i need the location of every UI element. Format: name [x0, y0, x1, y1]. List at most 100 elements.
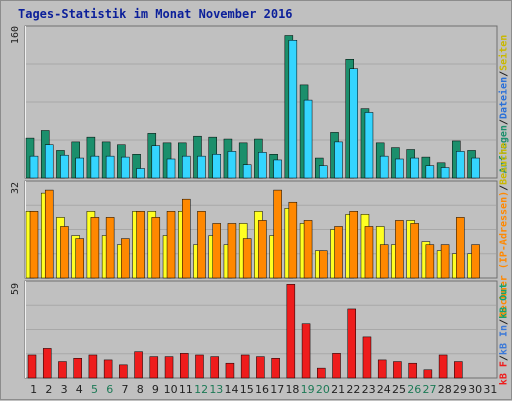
rechner-bar-day-23	[364, 226, 374, 279]
dateien-bar-day-7	[121, 156, 130, 179]
dateien-bar-day-13	[212, 154, 221, 179]
bottom-panel-max-label: 59	[10, 283, 21, 295]
kb-f-bar-day-29	[454, 361, 463, 379]
dateien-bar-day-22	[349, 68, 358, 179]
dateien-bar-day-23	[364, 112, 374, 179]
x-label-day-24: 24	[377, 383, 391, 396]
rechner-bar-day-15	[242, 238, 252, 279]
x-label-day-7: 7	[121, 383, 128, 396]
kb-f-bar-day-11	[180, 353, 189, 379]
top-panel-max-label: 160	[10, 26, 21, 44]
dateien-bar-day-29	[456, 151, 465, 179]
kb-f-bar-day-8	[134, 351, 143, 379]
rechner-bar-day-16	[258, 220, 267, 279]
kb-f-bar-day-19	[301, 323, 311, 379]
dateien-bar-day-28	[440, 167, 450, 179]
kb-f-bar-day-9	[149, 356, 159, 379]
rechner-bar-day-29	[456, 217, 465, 279]
dateien-bar-day-3	[60, 154, 69, 179]
kb-f-bar-day-25	[393, 361, 402, 379]
x-label-day-5: 5	[91, 383, 98, 396]
legend-bottom-part-2: kB In	[498, 324, 510, 356]
x-label-day-3: 3	[61, 383, 68, 396]
rechner-bar-day-2	[44, 189, 54, 279]
kb-f-bar-day-7	[119, 364, 128, 379]
kb-f-bar-day-20	[317, 367, 326, 379]
dateien-bar-day-20	[319, 165, 328, 179]
x-label-day-11: 11	[179, 383, 193, 396]
legend-bottom-part-4: kB Out	[498, 282, 510, 319]
x-label-day-2: 2	[45, 383, 52, 396]
x-label-day-8: 8	[137, 383, 144, 396]
x-label-day-23: 23	[362, 383, 376, 396]
rechner-bar-day-21	[334, 226, 343, 279]
rechner-bar-day-25	[395, 220, 404, 279]
legend-middle-part-2: Besuche	[498, 142, 510, 185]
legend-top-part-2: Dateien	[498, 76, 510, 120]
rechner-bar-day-1	[29, 211, 39, 279]
rechner-bar-day-22	[349, 211, 358, 279]
dateien-bar-day-9	[151, 145, 161, 179]
dateien-bar-day-12	[197, 155, 206, 179]
x-label-day-26: 26	[407, 383, 421, 396]
x-label-day-31: 31	[483, 383, 497, 396]
dateien-bar-day-15	[242, 164, 252, 179]
x-label-day-4: 4	[76, 383, 83, 396]
dateien-bar-day-14	[227, 151, 237, 179]
kb-f-bar-day-14	[225, 362, 235, 379]
x-label-day-29: 29	[453, 383, 467, 396]
rechner-bar-day-9	[151, 217, 161, 279]
kb-f-bar-day-4	[73, 358, 82, 379]
kb-f-bar-day-3	[58, 361, 67, 379]
x-label-day-17: 17	[270, 383, 284, 396]
dateien-bar-day-18	[288, 40, 298, 179]
legend-middle-part-1: /	[498, 184, 510, 191]
x-label-day-13: 13	[209, 383, 223, 396]
kb-f-bar-day-28	[438, 354, 448, 379]
x-label-day-19: 19	[301, 383, 315, 396]
dateien-bar-day-10	[166, 158, 176, 179]
x-label-day-20: 20	[316, 383, 330, 396]
dateien-bar-day-21	[334, 141, 343, 179]
x-label-day-12: 12	[194, 383, 208, 396]
rechner-bar-day-11	[182, 198, 191, 279]
legend-bottom-part-3: /	[498, 318, 510, 325]
kb-f-bar-day-18	[286, 284, 296, 379]
dateien-bar-day-24	[379, 155, 389, 179]
x-label-day-18: 18	[285, 383, 299, 396]
rechner-bar-day-28	[440, 244, 450, 279]
rechner-bar-day-14	[227, 223, 237, 279]
x-label-day-9: 9	[152, 383, 159, 396]
dateien-bar-day-2	[44, 144, 54, 179]
x-label-day-14: 14	[225, 383, 239, 396]
x-label-day-28: 28	[438, 383, 452, 396]
legend-bottom-part-0: kB F	[498, 361, 510, 386]
legend-top-part-4: Seiten	[498, 34, 510, 71]
kb-f-bar-day-15	[240, 354, 250, 379]
kb-f-bar-day-27	[423, 369, 433, 379]
rechner-bar-day-17	[273, 189, 282, 279]
rechner-bar-day-13	[212, 223, 221, 279]
dateien-bar-day-1	[29, 155, 39, 179]
kb-f-bar-day-23	[362, 336, 372, 379]
legend-bottom-part-1: /	[498, 355, 510, 362]
kb-f-bar-day-13	[210, 356, 219, 379]
kb-f-bar-day-12	[195, 354, 204, 379]
legend-top-part-1: /	[498, 119, 510, 126]
x-label-day-25: 25	[392, 383, 406, 396]
page-title: Tages-Statistik im Monat November 2016	[18, 7, 293, 21]
rechner-bar-day-30	[471, 244, 480, 279]
dateien-bar-day-11	[182, 155, 191, 179]
dateien-bar-day-5	[90, 155, 100, 179]
x-label-day-16: 16	[255, 383, 269, 396]
kb-f-bar-day-21	[332, 353, 341, 379]
rechner-bar-day-4	[75, 238, 84, 279]
x-label-day-1: 1	[30, 383, 37, 396]
dateien-bar-day-25	[395, 158, 404, 179]
dateien-bar-day-16	[258, 152, 267, 179]
rechner-bar-day-20	[319, 250, 328, 279]
dateien-bar-day-27	[425, 165, 435, 179]
dateien-bar-day-19	[303, 99, 313, 179]
